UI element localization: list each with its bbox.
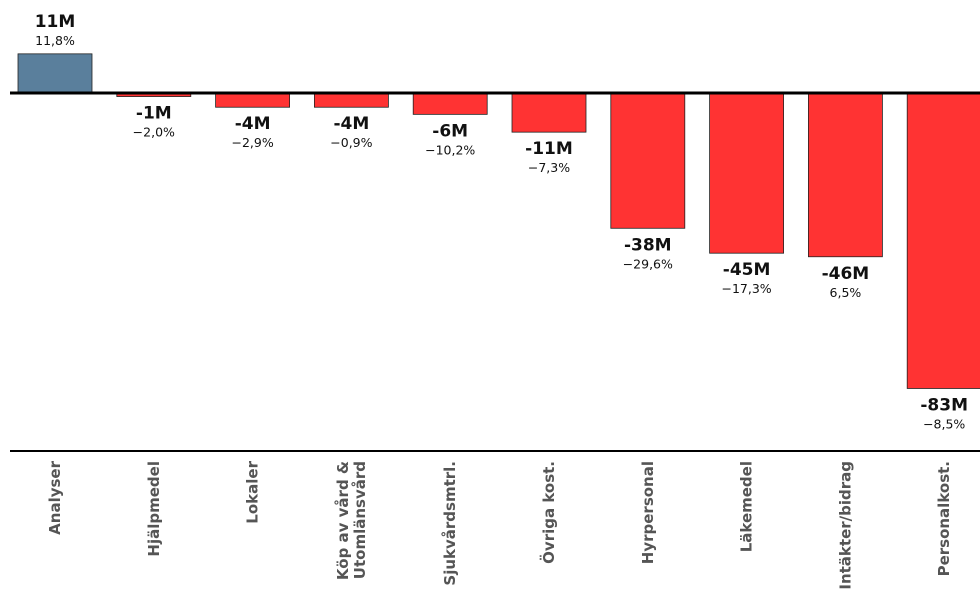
bar-9: [906, 92, 980, 389]
category-label-5: Övriga kost.: [539, 461, 558, 564]
value-label-7: -45M: [723, 260, 771, 280]
category-label-9: Personalkost.: [935, 461, 953, 576]
category-label-line: Köp av vård &: [334, 461, 352, 580]
value-label-5: -11M: [525, 139, 573, 159]
percent-label-9: −8,5%: [923, 416, 965, 431]
percent-label-4: −10,2%: [425, 142, 475, 157]
bar-0: [17, 53, 93, 94]
bar-2: [215, 92, 291, 108]
value-label-2: -4M: [235, 114, 271, 134]
category-label-line: Läkemedel: [738, 461, 756, 552]
category-label-line: Hjälpmedel: [145, 461, 163, 557]
category-label-2: Lokaler: [244, 460, 262, 523]
category-label-3: Köp av vård &Utomlänsvård: [334, 461, 369, 580]
value-label-8: -46M: [822, 264, 870, 284]
bar-6: [610, 92, 686, 229]
percent-label-8: 6,5%: [830, 285, 862, 300]
value-label-6: -38M: [624, 235, 672, 255]
bar-7: [709, 92, 784, 254]
value-label-3: -4M: [333, 114, 369, 134]
category-labels-group: Analyser Hjälpmedel Lokaler Köp av vård &Ut…: [46, 460, 953, 589]
category-label-0: Analyser: [46, 460, 64, 534]
percent-label-1: −2,0%: [133, 125, 175, 140]
percent-label-0: 11,8%: [35, 33, 75, 48]
category-label-6: Hyrpersonal: [639, 461, 657, 564]
category-label-line: Sjukvårdsmtrl.: [441, 461, 459, 586]
percent-label-7: −17,3%: [722, 281, 772, 296]
category-label-line: Analyser: [46, 460, 64, 534]
value-label-1: -1M: [136, 104, 172, 124]
percent-label-6: −29,6%: [623, 256, 673, 271]
bar-4: [412, 92, 488, 115]
category-label-line: Lokaler: [244, 460, 262, 523]
bar-8: [808, 92, 883, 258]
bar-3: [313, 92, 389, 108]
category-label-line: Hyrpersonal: [639, 461, 657, 564]
value-label-0: 11M: [35, 12, 76, 32]
percent-label-3: −0,9%: [330, 135, 372, 150]
percent-label-5: −7,3%: [528, 160, 570, 175]
category-label-4: Sjukvårdsmtrl.: [441, 461, 459, 586]
category-label-line: Utomlänsvård: [351, 461, 369, 579]
value-label-9: -83M: [920, 395, 968, 415]
bar-5: [511, 92, 587, 133]
category-label-line: Personalkost.: [935, 461, 953, 576]
percent-label-2: −2,9%: [231, 135, 273, 150]
category-label-line: Övriga kost.: [539, 461, 558, 564]
value-label-4: -6M: [432, 121, 468, 141]
category-label-8: Intäkter/bidrag: [836, 461, 854, 590]
category-label-line: Intäkter/bidrag: [836, 461, 854, 590]
category-label-7: Läkemedel: [738, 461, 756, 552]
category-label-1: Hjälpmedel: [145, 461, 163, 557]
bars-group: [17, 53, 980, 389]
